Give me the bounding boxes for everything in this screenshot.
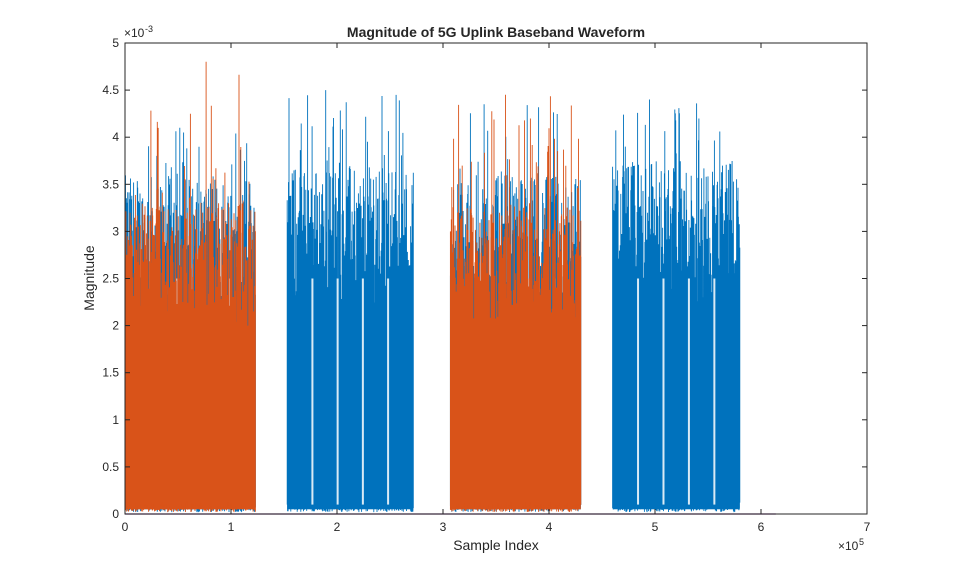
x-exponent-base: ×10 bbox=[838, 539, 859, 553]
burst-gap bbox=[713, 278, 716, 505]
x-tick-label: 5 bbox=[652, 520, 659, 534]
burst-gap bbox=[361, 278, 364, 505]
y-tick-label: 4.5 bbox=[102, 83, 119, 97]
y-axis: 0 0.5 1 1.5 2 2.5 3 3.5 4 4.5 5 bbox=[102, 36, 867, 521]
y-tick-label: 3.5 bbox=[102, 177, 119, 191]
plot-area bbox=[124, 42, 868, 515]
x-tick-label: 7 bbox=[864, 520, 871, 534]
y-tick-label: 0 bbox=[112, 507, 119, 521]
x-tick-label: 2 bbox=[334, 520, 341, 534]
burst-gap bbox=[637, 278, 640, 505]
burst-gap bbox=[336, 278, 339, 505]
burst-spikes bbox=[612, 99, 741, 513]
burst-gap bbox=[687, 278, 690, 505]
chart-title: Magnitude of 5G Uplink Baseband Waveform bbox=[347, 24, 645, 40]
y-tick-label: 4 bbox=[112, 130, 119, 144]
y-axis-label: Magnitude bbox=[81, 245, 97, 311]
burst-spikes bbox=[449, 94, 582, 513]
x-tick-label: 0 bbox=[122, 520, 129, 534]
burst-gap bbox=[662, 278, 665, 505]
y-tick-label: 5 bbox=[112, 36, 119, 50]
y-exponent: ×10 -3 bbox=[124, 24, 153, 40]
y-tick-label: 2 bbox=[112, 319, 119, 333]
x-exponent: ×10 5 bbox=[838, 537, 864, 553]
y-tick-label: 1 bbox=[112, 413, 119, 427]
y-exponent-power: -3 bbox=[145, 24, 153, 34]
x-tick-label: 3 bbox=[440, 520, 447, 534]
x-axis-label: Sample Index bbox=[453, 537, 539, 553]
series-orange bbox=[124, 61, 582, 513]
x-axis: 0 1 2 3 4 5 6 7 bbox=[122, 43, 871, 534]
x-exponent-power: 5 bbox=[859, 537, 864, 547]
burst-gap bbox=[387, 278, 390, 505]
burst-spikes bbox=[286, 90, 414, 513]
y-exponent-base: ×10 bbox=[124, 26, 145, 40]
y-tick-label: 2.5 bbox=[102, 272, 119, 286]
y-tick-label: 0.5 bbox=[102, 460, 119, 474]
x-tick-label: 4 bbox=[546, 520, 553, 534]
x-tick-label: 6 bbox=[758, 520, 765, 534]
series-layer bbox=[124, 61, 776, 515]
x-tick-label: 1 bbox=[228, 520, 235, 534]
y-tick-label: 1.5 bbox=[102, 366, 119, 380]
burst-gap bbox=[311, 278, 314, 505]
y-tick-label: 3 bbox=[112, 224, 119, 238]
